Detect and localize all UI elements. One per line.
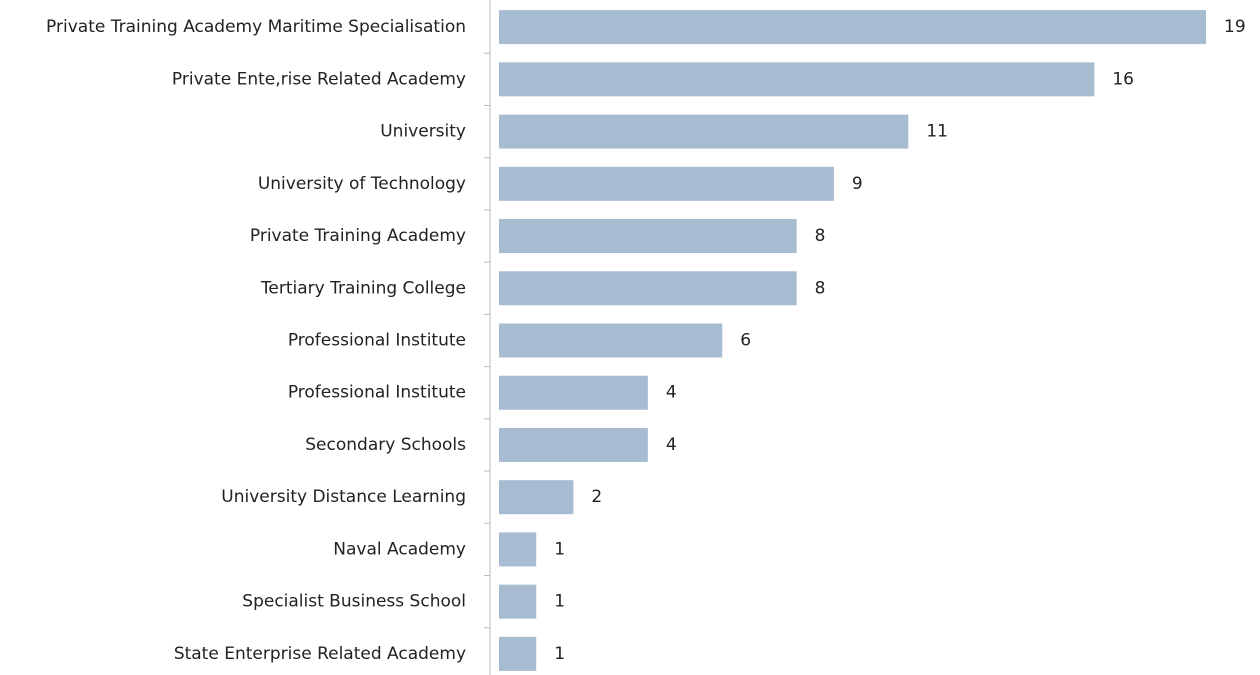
category-label: Professional Institute xyxy=(288,331,466,351)
bar xyxy=(499,62,1095,97)
bar xyxy=(499,271,797,306)
value-label: 8 xyxy=(815,278,826,298)
category-label: Private Training Academy Maritime Specia… xyxy=(46,17,466,37)
value-label: 1 xyxy=(554,644,565,664)
bar xyxy=(499,219,797,254)
bar xyxy=(499,114,909,149)
value-label: 2 xyxy=(591,487,602,507)
bar xyxy=(499,375,648,410)
bar xyxy=(499,427,648,462)
value-label: 11 xyxy=(926,122,948,142)
value-label: 8 xyxy=(815,226,826,246)
category-label: Private Training Academy xyxy=(250,226,466,246)
category-label: University Distance Learning xyxy=(221,487,466,507)
value-label: 19 xyxy=(1224,17,1246,37)
category-label: Professional Institute xyxy=(288,383,466,403)
bar xyxy=(499,480,574,515)
bar xyxy=(499,636,537,671)
value-label: 1 xyxy=(554,592,565,612)
category-label: Tertiary Training College xyxy=(260,278,466,298)
category-label: Specialist Business School xyxy=(242,592,466,612)
category-label: Private Ente,rise Related Academy xyxy=(172,69,466,89)
value-label: 6 xyxy=(740,331,751,351)
category-label: University xyxy=(380,122,466,142)
bar xyxy=(499,532,537,567)
category-label: Naval Academy xyxy=(333,539,466,559)
bar xyxy=(499,323,723,358)
value-label: 16 xyxy=(1112,69,1134,89)
value-label: 4 xyxy=(666,435,677,455)
value-label: 9 xyxy=(852,174,863,194)
bar xyxy=(499,584,537,619)
bar xyxy=(499,10,1206,45)
bar xyxy=(499,166,834,201)
category-label: University of Technology xyxy=(258,174,466,194)
category-label: Secondary Schools xyxy=(305,435,466,455)
value-label: 4 xyxy=(666,383,677,403)
value-label: 1 xyxy=(554,539,565,559)
category-label: State Enterprise Related Academy xyxy=(174,644,466,664)
